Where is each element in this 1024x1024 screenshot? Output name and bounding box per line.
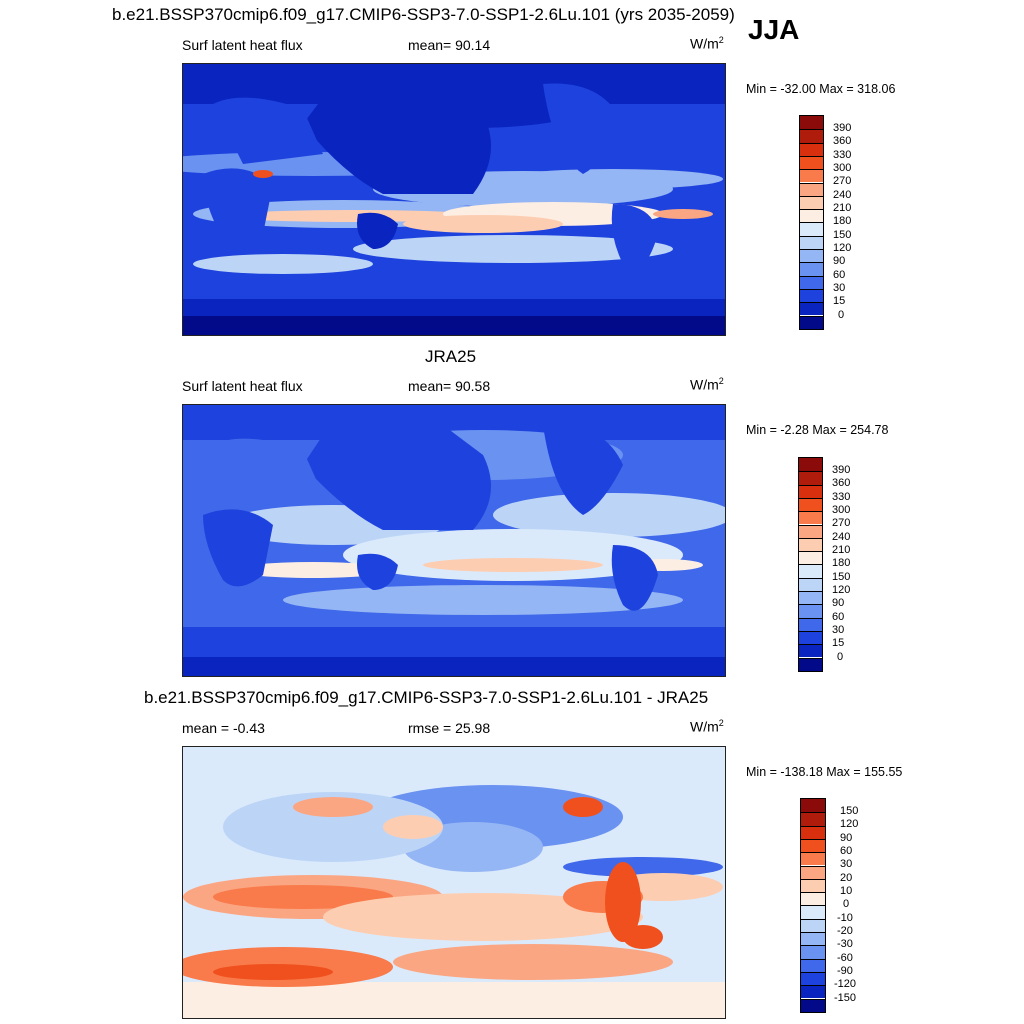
panel-1-title: b.e21.BSSP370cmip6.f09_g17.CMIP6-SSP3-7.…: [112, 5, 735, 24]
colorbar-tick-label: 30: [832, 624, 845, 636]
colorbar-tick-label: -150: [834, 992, 857, 1004]
colorbar-tick-label: 390: [832, 464, 851, 476]
colorbar-tick-label: 150: [833, 229, 852, 241]
panel-2-map-graphic: [183, 405, 725, 676]
panel-3-mean-label: mean = -0.43: [182, 720, 265, 736]
colorbar-tick-label: 90: [832, 597, 845, 609]
panel-2-units: W/m2: [690, 376, 724, 393]
panel-1-variable-label: Surf latent heat flux: [182, 37, 303, 53]
panel-3-map: [182, 746, 726, 1019]
colorbar-tick-label: 0: [843, 898, 850, 910]
colorbar-tick-label: 120: [833, 242, 852, 254]
colorbar-tick-label: -120: [834, 978, 857, 990]
colorbar-tick-label: 150: [840, 805, 859, 817]
colorbar-tick-label: 390: [833, 122, 852, 134]
colorbar-tick-label: 90: [840, 832, 853, 844]
colorbar-tick-label: 0: [838, 309, 845, 321]
colorbar-tick-label: 180: [832, 557, 851, 569]
colorbar-tick-label: 90: [833, 255, 846, 267]
colorbar-tick-label: 0: [837, 651, 844, 663]
colorbar-tick-label: -30: [837, 938, 853, 950]
colorbar-tick-label: 210: [832, 544, 851, 556]
colorbar-tick-label: 240: [833, 189, 852, 201]
colorbar-tick-label: 210: [833, 202, 852, 214]
panel-3-map-graphic: [183, 747, 725, 1018]
colorbar-tick-label: 20: [840, 872, 853, 884]
panel-1-colorbar: [799, 115, 824, 330]
panel-3-rmse-label: rmse = 25.98: [408, 720, 491, 736]
panel-3-minmax: Min = -138.18 Max = 155.55: [746, 765, 903, 779]
colorbar-tick-label: 60: [840, 845, 853, 857]
panel-3-units: W/m2: [690, 718, 724, 735]
colorbar-tick-label: -90: [837, 965, 853, 977]
colorbar-tick-label: 150: [832, 571, 851, 583]
panel-3-title: b.e21.BSSP370cmip6.f09_g17.CMIP6-SSP3-7.…: [144, 688, 709, 707]
panel-2-minmax: Min = -2.28 Max = 254.78: [746, 423, 889, 437]
colorbar-tick-label: 300: [833, 162, 852, 174]
colorbar-tick-label: -60: [837, 952, 853, 964]
colorbar-tick-label: 30: [840, 858, 853, 870]
colorbar-tick-label: 60: [833, 269, 846, 281]
colorbar-tick-label: 240: [832, 531, 851, 543]
colorbar-tick-label: 120: [840, 818, 859, 830]
colorbar-tick-label: 360: [833, 135, 852, 147]
colorbar-tick-label: 270: [832, 517, 851, 529]
colorbar-tick-label: 30: [833, 282, 846, 294]
panel-1-units: W/m2: [690, 35, 724, 52]
panel-2-mean-label: mean= 90.58: [408, 378, 491, 394]
colorbar-tick-label: 120: [832, 584, 851, 596]
season-label: JJA: [748, 14, 800, 45]
colorbar-tick-label: 270: [833, 175, 852, 187]
panel-2-variable-label: Surf latent heat flux: [182, 378, 303, 394]
colorbar-tick-label: 10: [840, 885, 853, 897]
panel-1-mean-label: mean= 90.14: [408, 37, 491, 53]
panel-2-title: JRA25: [425, 347, 477, 366]
colorbar-tick-label: 60: [832, 611, 845, 623]
panel-1-map: [182, 63, 726, 336]
colorbar-tick-label: 360: [832, 477, 851, 489]
colorbar-tick-label: 15: [833, 295, 846, 307]
colorbar-tick-label: 330: [832, 491, 851, 503]
colorbar-tick-label: -20: [837, 925, 853, 937]
colorbar-tick-label: -10: [837, 912, 853, 924]
panel-1-minmax: Min = -32.00 Max = 318.06: [746, 82, 896, 96]
panel-2-map: [182, 404, 726, 677]
colorbar-tick-label: 180: [833, 215, 852, 227]
panel-2-colorbar: [798, 457, 823, 672]
panel-3-colorbar: [800, 798, 826, 1013]
colorbar-tick-label: 15: [832, 637, 845, 649]
colorbar-tick-label: 300: [832, 504, 851, 516]
panel-1-map-graphic: [183, 64, 725, 335]
colorbar-tick-label: 330: [833, 149, 852, 161]
